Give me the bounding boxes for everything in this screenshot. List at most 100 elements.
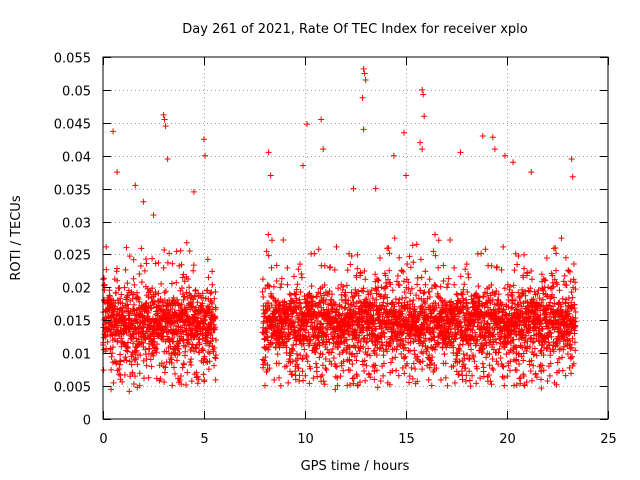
data-point	[513, 356, 520, 363]
data-point	[135, 341, 142, 348]
data-point	[148, 305, 155, 312]
data-point	[277, 284, 284, 291]
data-point	[402, 335, 409, 342]
data-point	[468, 346, 475, 353]
data-point	[571, 301, 578, 308]
data-point	[306, 380, 313, 387]
data-point	[117, 358, 124, 365]
data-point	[371, 347, 378, 354]
data-point	[399, 310, 406, 317]
data-point	[520, 329, 527, 336]
data-point	[371, 320, 378, 327]
data-point	[456, 319, 463, 326]
data-point	[500, 243, 507, 250]
data-point	[406, 379, 413, 386]
data-point	[123, 357, 130, 364]
data-point	[185, 276, 192, 283]
data-point	[283, 344, 290, 351]
data-point	[368, 287, 375, 294]
data-point	[538, 347, 545, 354]
data-point	[155, 331, 162, 338]
data-point	[554, 359, 561, 366]
data-point	[504, 373, 511, 380]
data-point	[497, 301, 504, 308]
data-point	[546, 313, 553, 320]
data-point	[415, 316, 422, 323]
data-point	[393, 367, 400, 374]
data-point	[285, 313, 292, 320]
data-point	[571, 339, 578, 346]
data-point	[382, 272, 389, 279]
data-point	[101, 275, 108, 282]
data-point	[360, 126, 367, 133]
axis-ticks	[103, 57, 609, 420]
data-point	[377, 254, 384, 261]
data-point	[568, 289, 575, 296]
data-point	[515, 289, 522, 296]
data-point	[550, 283, 557, 290]
data-point	[343, 336, 350, 343]
data-point	[478, 250, 485, 257]
data-point	[306, 340, 313, 347]
data-point	[565, 295, 572, 302]
data-point	[333, 363, 340, 370]
data-point	[432, 252, 439, 259]
data-point	[188, 378, 195, 385]
data-point	[491, 146, 498, 153]
data-point	[492, 307, 499, 314]
data-point	[334, 343, 341, 350]
data-point	[200, 347, 207, 354]
data-point	[413, 241, 420, 248]
data-point	[178, 285, 185, 292]
data-point	[308, 283, 315, 290]
data-point	[332, 386, 339, 393]
data-point	[192, 308, 199, 315]
data-point	[158, 360, 165, 367]
data-point	[489, 332, 496, 339]
data-point	[401, 289, 408, 296]
data-point	[483, 325, 490, 332]
x-tick-label: 10	[297, 432, 314, 447]
data-point	[510, 382, 517, 389]
data-point	[559, 367, 566, 374]
data-point	[289, 345, 296, 352]
data-point	[437, 283, 444, 290]
data-point	[142, 346, 149, 353]
data-point	[193, 344, 200, 351]
data-point	[278, 310, 285, 317]
data-point	[276, 344, 283, 351]
data-point	[530, 296, 537, 303]
data-point	[196, 341, 203, 348]
data-point	[426, 294, 433, 301]
data-point	[162, 364, 169, 371]
data-point	[447, 326, 454, 333]
data-point	[314, 293, 321, 300]
data-point	[110, 128, 117, 135]
data-point	[552, 267, 559, 274]
data-point	[554, 341, 561, 348]
data-point	[114, 277, 121, 284]
data-point	[458, 324, 465, 331]
data-point	[433, 365, 440, 372]
data-point	[463, 372, 470, 379]
data-point	[398, 267, 405, 274]
data-point	[361, 70, 368, 77]
data-point	[167, 343, 174, 350]
data-point	[339, 286, 346, 293]
data-point	[381, 333, 388, 340]
data-point	[152, 288, 159, 295]
data-point	[374, 384, 381, 391]
data-point	[155, 259, 162, 266]
data-point	[212, 315, 219, 322]
data-point	[562, 372, 569, 379]
data-point	[367, 290, 374, 297]
data-point	[454, 291, 461, 298]
data-point	[357, 379, 364, 386]
data-point	[335, 344, 342, 351]
data-point	[124, 280, 131, 287]
data-point	[289, 347, 296, 354]
data-point	[400, 329, 407, 336]
data-point	[528, 267, 535, 274]
data-point	[546, 302, 553, 309]
data-point	[465, 356, 472, 363]
